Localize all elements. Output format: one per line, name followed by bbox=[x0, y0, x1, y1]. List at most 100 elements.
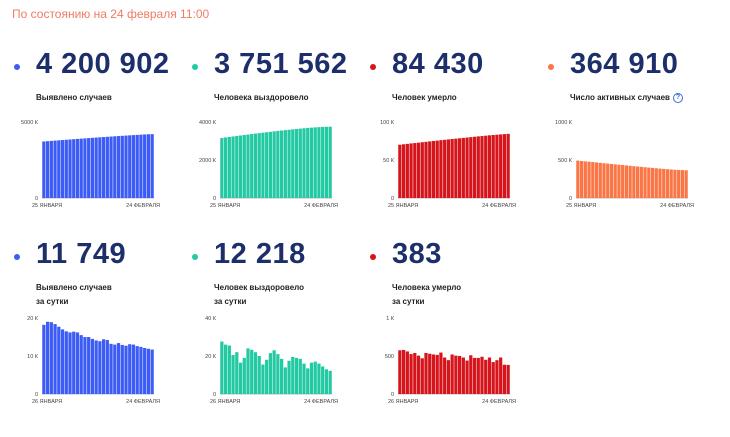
bar bbox=[469, 137, 473, 198]
stat-label: Выявлено случаев за сутки bbox=[36, 281, 112, 309]
bar bbox=[128, 344, 132, 394]
bar bbox=[665, 169, 670, 198]
bar bbox=[231, 136, 235, 198]
stat-label-line: Выявлено случаев bbox=[36, 93, 112, 102]
bar bbox=[120, 135, 124, 198]
bar bbox=[450, 139, 454, 198]
stat-label-line: Человека выздоровело bbox=[214, 93, 309, 102]
stat-label-line: Человека умерло bbox=[392, 283, 462, 292]
bar bbox=[461, 137, 465, 198]
stat-value: 11 749 bbox=[36, 238, 127, 270]
bar bbox=[235, 352, 239, 394]
bar bbox=[495, 360, 499, 394]
bar bbox=[98, 341, 102, 394]
bar bbox=[75, 138, 80, 198]
bar bbox=[617, 164, 621, 198]
stat-card-recovered-daily: 12 218 Человек выздоровело за сутки 40 К 20 … bbox=[188, 230, 363, 430]
bar bbox=[613, 164, 617, 198]
bar bbox=[94, 340, 98, 394]
bar bbox=[143, 348, 147, 394]
bar bbox=[279, 130, 284, 198]
bar bbox=[491, 362, 495, 394]
bar bbox=[150, 349, 154, 394]
y-tick-label: 0 bbox=[569, 196, 572, 202]
y-tick-label: 20 К bbox=[205, 354, 217, 360]
stat-value: 4 200 902 bbox=[36, 48, 170, 80]
bar bbox=[680, 170, 685, 198]
bar bbox=[405, 351, 409, 394]
bar bbox=[439, 352, 443, 394]
bar bbox=[57, 140, 61, 198]
bar bbox=[227, 345, 231, 394]
bar bbox=[484, 135, 488, 198]
bar bbox=[87, 337, 91, 394]
bar bbox=[484, 359, 488, 394]
bar bbox=[420, 358, 424, 394]
x-tick-label-start: 26 ЯНВАРЯ bbox=[388, 399, 418, 405]
bar bbox=[309, 362, 314, 394]
bar bbox=[94, 137, 98, 198]
y-tick-label: 50 К bbox=[383, 158, 395, 164]
bar bbox=[287, 129, 291, 198]
bar bbox=[413, 143, 417, 198]
bar bbox=[283, 130, 287, 198]
bar bbox=[287, 360, 291, 394]
bar bbox=[253, 133, 258, 198]
x-tick-label-end: 24 ФЕВРАЛЯ bbox=[304, 203, 338, 209]
bar bbox=[128, 135, 132, 198]
bar bbox=[405, 143, 409, 198]
stat-label: Человек выздоровело за сутки bbox=[214, 281, 304, 309]
y-tick-label: 1 К bbox=[386, 316, 395, 322]
bar bbox=[75, 332, 80, 394]
x-tick-label-start: 25 ЯНВАРЯ bbox=[566, 203, 596, 209]
bar bbox=[60, 140, 65, 198]
bar bbox=[268, 131, 273, 198]
info-icon[interactable]: ? bbox=[672, 92, 683, 103]
bar bbox=[398, 350, 402, 394]
bar bbox=[491, 134, 495, 198]
bar bbox=[109, 343, 113, 394]
bar bbox=[223, 137, 228, 198]
bar bbox=[294, 128, 299, 198]
bar bbox=[242, 357, 246, 394]
x-tick-label-start: 26 ЯНВАРЯ bbox=[32, 399, 62, 405]
bar bbox=[242, 134, 246, 198]
bar bbox=[409, 143, 413, 198]
bar bbox=[276, 130, 280, 198]
bar bbox=[250, 349, 254, 394]
bar bbox=[90, 137, 95, 198]
bar bbox=[306, 368, 310, 394]
bar bbox=[265, 359, 269, 394]
stat-label-line: Человек умерло bbox=[392, 93, 457, 102]
stat-card-recovered-total: 3 751 562 Человека выздоровело 4000 К 2000 … bbox=[188, 40, 363, 240]
bar bbox=[624, 165, 629, 198]
bar bbox=[113, 344, 117, 394]
bar bbox=[416, 355, 421, 394]
bar bbox=[457, 138, 462, 198]
as-of-timestamp: По состоянию на 24 февраля 11:00 bbox=[12, 7, 210, 21]
bar bbox=[250, 134, 254, 198]
bar bbox=[431, 141, 436, 198]
bar bbox=[268, 353, 273, 394]
bar bbox=[143, 134, 147, 198]
bullet-dot-icon bbox=[548, 64, 554, 70]
x-tick-label-end: 24 ФЕВРАЛЯ bbox=[482, 203, 516, 209]
x-tick-label-start: 26 ЯНВАРЯ bbox=[210, 399, 240, 405]
stat-value: 3 751 562 bbox=[214, 48, 348, 80]
bar bbox=[321, 126, 325, 198]
stat-value: 364 910 bbox=[570, 48, 679, 80]
y-tick-label: 2000 К bbox=[199, 158, 217, 164]
bar bbox=[90, 338, 95, 394]
bar bbox=[635, 166, 640, 198]
bar bbox=[298, 128, 302, 198]
bar bbox=[639, 166, 643, 198]
bar bbox=[428, 353, 432, 394]
bar bbox=[480, 356, 484, 394]
bar bbox=[324, 126, 329, 198]
bar bbox=[506, 364, 510, 394]
bar bbox=[401, 144, 406, 198]
bar-chart: 4000 К 2000 К 025 ЯНВАРЯ 24 ФЕВРАЛЯ bbox=[199, 120, 338, 209]
bar bbox=[64, 331, 68, 394]
bar bbox=[439, 140, 443, 198]
